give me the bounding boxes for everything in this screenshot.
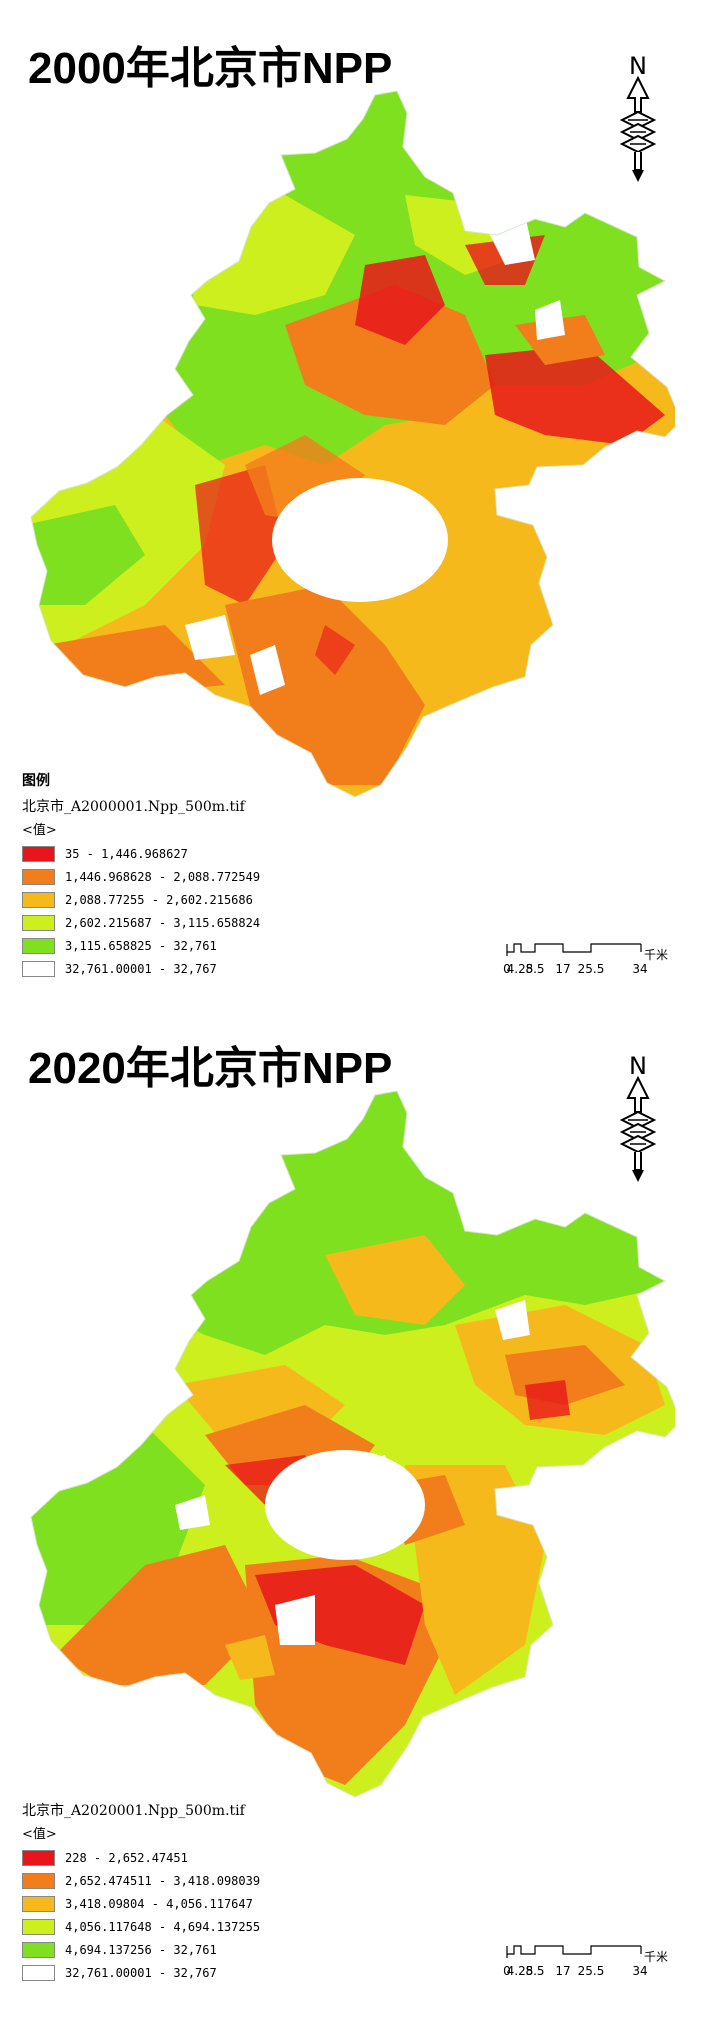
legend-item-label: 4,056.117648 - 4,694.137255 <box>65 1919 261 1934</box>
scale-tick-label: 17 <box>555 1964 571 1978</box>
scale-bar: 0 4.25 8.5 17 25.5 34 千米 <box>502 1942 702 1982</box>
legend-item-label: 1,446.968628 - 2,088.772549 <box>65 869 261 884</box>
map-title: 2000年北京市NPP <box>28 44 393 93</box>
legend-swatch <box>22 845 55 862</box>
legend-item: 32,761.00001 - 32,767 <box>22 957 260 980</box>
scale-tick-label: 4.25 <box>506 962 534 976</box>
legend-field-label: <值> <box>22 823 57 838</box>
legend-item-label: 32,761.00001 - 32,767 <box>65 961 217 976</box>
legend-item: 2,602.215687 - 3,115.658824 <box>22 911 260 934</box>
legend-item-label: 35 - 1,446.968627 <box>65 846 188 861</box>
legend-swatch <box>22 891 55 908</box>
legend-item: 4,694.137256 - 32,761 <box>22 1938 260 1961</box>
legend-item-label: 2,652.474511 - 3,418.098039 <box>65 1873 261 1888</box>
north-label: N <box>629 1052 647 1080</box>
legend-item-label: 32,761.00001 - 32,767 <box>65 1965 217 1980</box>
legend-item-label: 3,418.09804 - 4,056.117647 <box>65 1896 253 1911</box>
npp-raster-map-2020 <box>30 1090 675 1798</box>
npp-raster-map-2000 <box>30 90 675 798</box>
legend-swatch <box>22 1895 55 1912</box>
scale-tick-label: 8.5 <box>525 962 545 976</box>
legend-item: 2,652.474511 - 3,418.098039 <box>22 1869 260 1892</box>
legend-swatch <box>22 1872 55 1889</box>
legend-item-label: 4,694.137256 - 32,761 <box>65 1942 217 1957</box>
scale-tick-label: 17 <box>555 962 571 976</box>
legend-item: 3,418.09804 - 4,056.117647 <box>22 1892 260 1915</box>
scale-unit: 千米 <box>644 1950 669 1964</box>
north-label: N <box>629 52 647 80</box>
npp-raster-2000 <box>31 91 675 797</box>
scale-bar: 0 4.25 8.5 17 25.5 34 千米 <box>502 940 702 980</box>
npp-panel-2020: 2020年北京市NPP N <box>0 1000 728 2000</box>
legend-item: 1,446.968628 - 2,088.772549 <box>22 865 260 888</box>
scale-tick-label: 4.25 <box>506 1964 534 1978</box>
legend-item-label: 228 - 2,652.47451 <box>65 1850 188 1865</box>
legend-field-label: <值> <box>22 1827 57 1842</box>
scale-tick-label: 8.5 <box>525 1964 545 1978</box>
legend-item-label: 3,115.658825 - 32,761 <box>65 938 217 953</box>
legend-file-name: 北京市_A2020001.Npp_500m.tif <box>22 1803 245 1819</box>
legend-item: 228 - 2,652.47451 <box>22 1846 260 1869</box>
legend-heading: 图例 <box>22 773 50 789</box>
legend-file-name: 北京市_A2000001.Npp_500m.tif <box>22 799 245 815</box>
scale-tick-label: 25.5 <box>577 1964 605 1978</box>
legend-item: 35 - 1,446.968627 <box>22 842 260 865</box>
legend-swatch <box>22 1964 55 1981</box>
map-title: 2020年北京市NPP <box>28 1044 393 1093</box>
legend-swatch <box>22 937 55 954</box>
legend-item-label: 2,088.77255 - 2,602.215686 <box>65 892 253 907</box>
scale-bar-graphic <box>506 1945 642 1958</box>
scale-tick-label: 0 <box>503 962 511 976</box>
scale-unit: 千米 <box>644 948 669 962</box>
legend-item: 2,088.77255 - 2,602.215686 <box>22 888 260 911</box>
legend-item: 32,761.00001 - 32,767 <box>22 1961 260 1984</box>
npp-panel-2000: 2000年北京市NPP N <box>0 0 728 1000</box>
legend-item-label: 2,602.215687 - 3,115.658824 <box>65 915 261 930</box>
north-arrow-icon: N <box>619 1052 657 1182</box>
map-legend: 北京市_A2020001.Npp_500m.tif <值> 228 - 2,65… <box>22 1800 260 1984</box>
north-arrow-icon: N <box>619 52 657 182</box>
legend-swatch <box>22 914 55 931</box>
scale-tick-label: 0 <box>503 1964 511 1978</box>
legend-item: 3,115.658825 - 32,761 <box>22 934 260 957</box>
scale-tick-label: 25.5 <box>577 962 605 976</box>
scale-bar-graphic <box>506 943 642 956</box>
npp-raster-2020 <box>31 1091 675 1797</box>
legend-swatch <box>22 1918 55 1935</box>
scale-tick-label: 34 <box>632 1964 648 1978</box>
legend-swatch <box>22 1849 55 1866</box>
legend-swatch <box>22 868 55 885</box>
map-legend: 图例 北京市_A2000001.Npp_500m.tif <值> 35 - 1,… <box>22 770 260 980</box>
legend-swatch <box>22 960 55 977</box>
legend-item: 4,056.117648 - 4,694.137255 <box>22 1915 260 1938</box>
scale-tick-label: 34 <box>632 962 648 976</box>
legend-swatch <box>22 1941 55 1958</box>
